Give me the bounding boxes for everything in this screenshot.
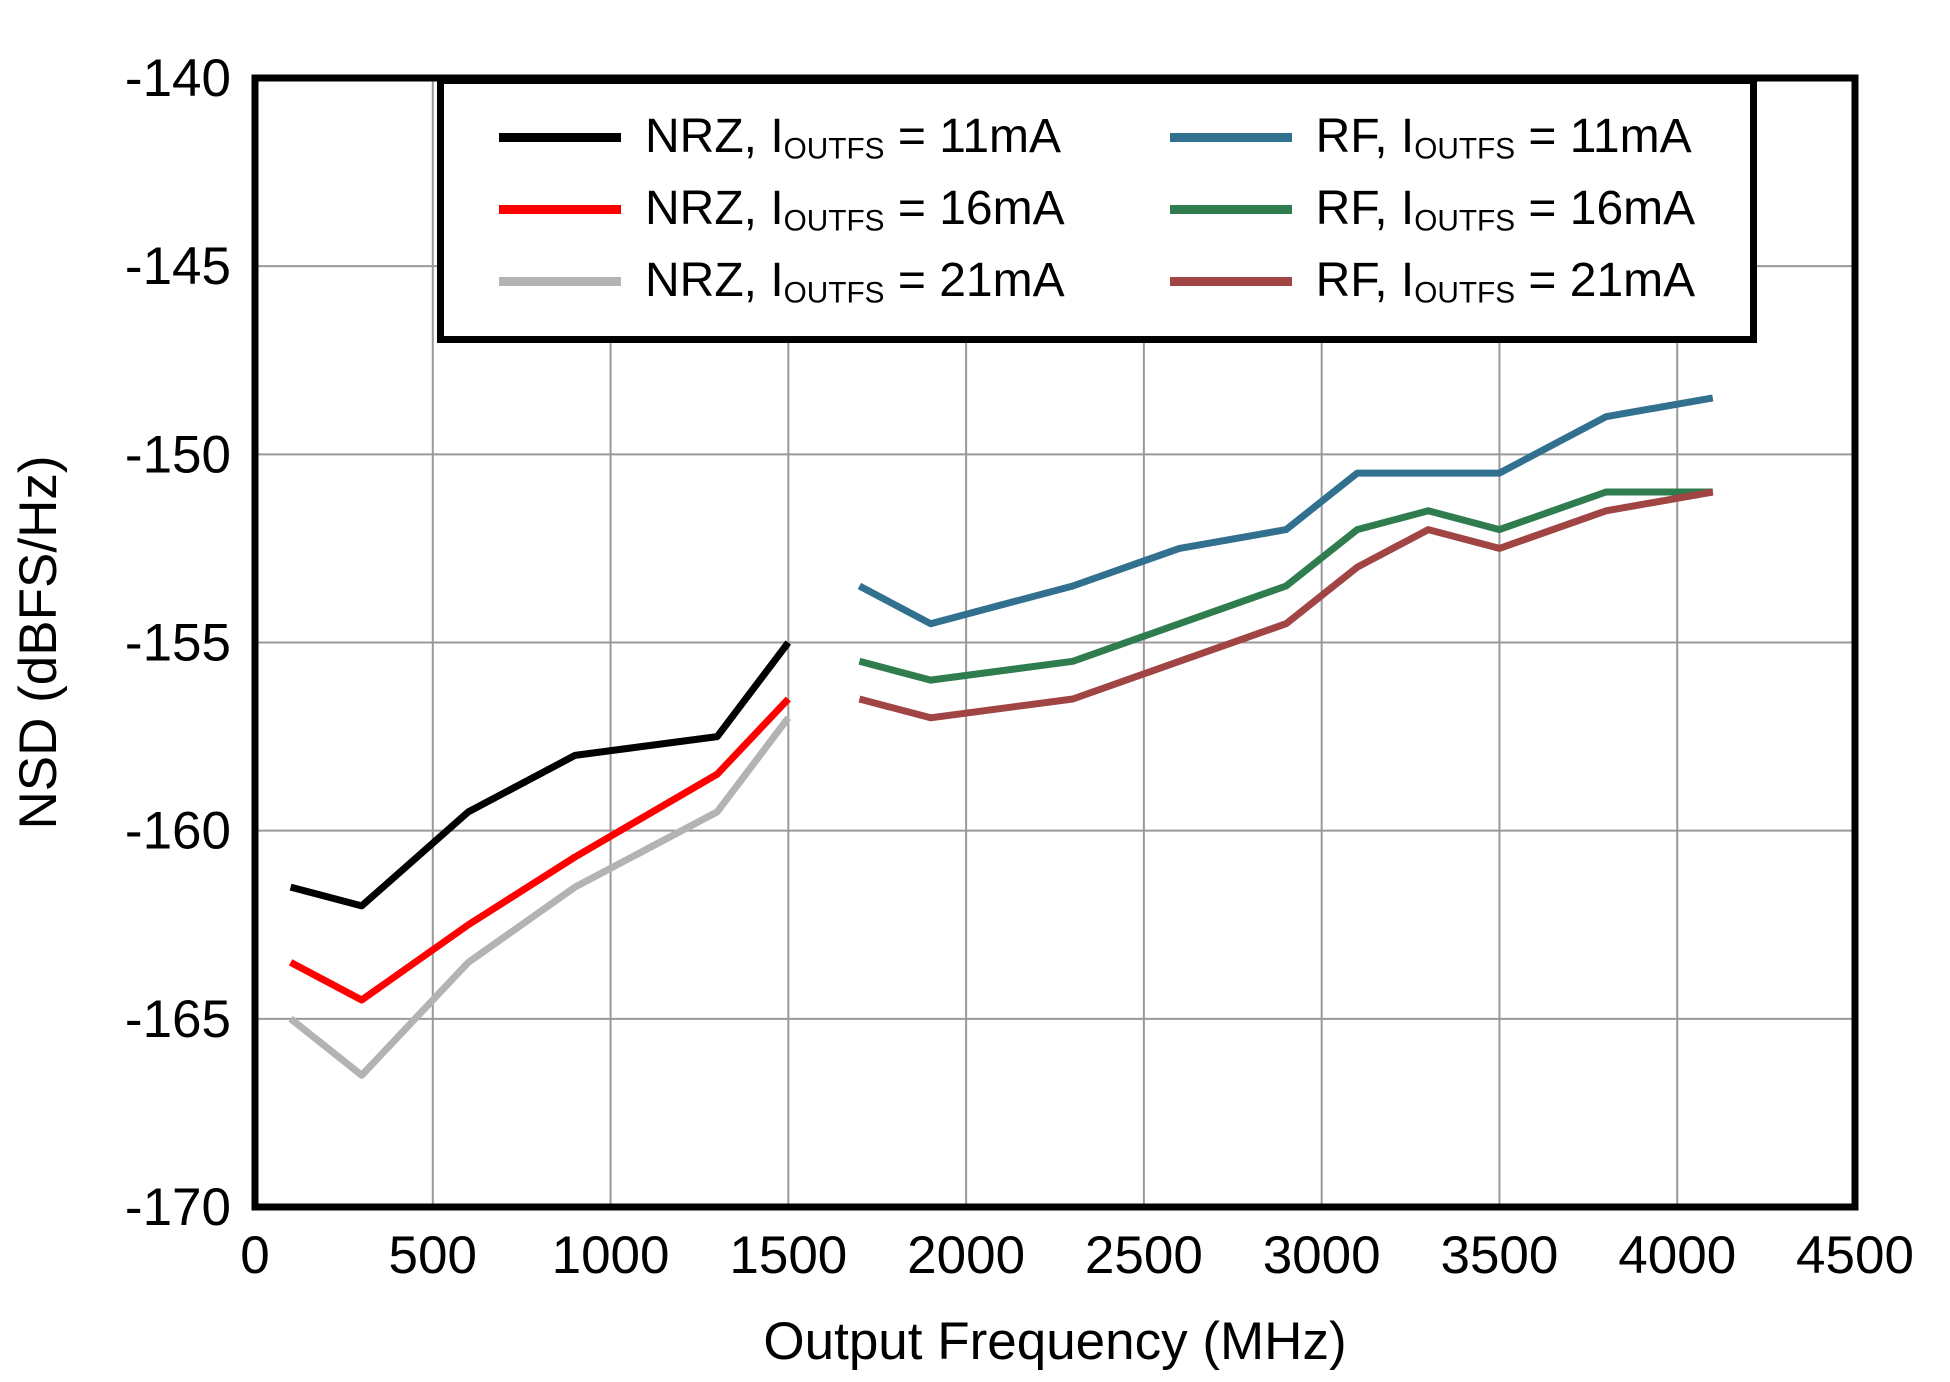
svg-text:2000: 2000 [907,1226,1025,1285]
legend-swatch-nrz-21ma [499,277,621,287]
legend-swatch-nrz-16ma [499,205,621,215]
svg-text:2500: 2500 [1085,1226,1203,1285]
svg-text:1500: 1500 [729,1226,847,1285]
svg-text:3000: 3000 [1263,1226,1381,1285]
legend-entry-nrz-11ma: NRZ, IOUTFS = 11mA [499,110,1065,166]
legend-entry-nrz-21ma: NRZ, IOUTFS = 21mA [499,254,1065,310]
legend-label-nrz-21ma: NRZ, IOUTFS = 21mA [645,253,1065,310]
legend-entry-nrz-16ma: NRZ, IOUTFS = 16mA [499,182,1065,238]
legend-entry-rf-11ma: RF, IOUTFS = 11mA [1169,110,1696,166]
svg-text:-150: -150 [125,425,231,484]
svg-text:0: 0 [240,1226,269,1285]
svg-text:-165: -165 [125,990,231,1049]
legend-entry-rf-16ma: RF, IOUTFS = 16mA [1169,181,1696,238]
svg-text:Output Frequency (MHz): Output Frequency (MHz) [763,1312,1346,1371]
svg-text:-155: -155 [125,614,231,673]
legend-swatch-rf-16ma [1169,205,1292,215]
svg-text:4000: 4000 [1618,1226,1736,1285]
legend-swatch-rf-11ma [1169,133,1292,143]
legend-label-nrz-11ma: NRZ, IOUTFS = 11mA [645,110,1062,166]
svg-text:500: 500 [389,1226,477,1285]
legend-swatch-nrz-11ma [499,133,621,143]
svg-text:4500: 4500 [1796,1226,1914,1285]
legend-label-rf-16ma: RF, IOUTFS = 16mA [1315,181,1696,238]
legend-label-rf-21ma: RF, IOUTFS = 21mA [1315,253,1696,310]
svg-text:1000: 1000 [552,1226,670,1285]
legend-swatch-rf-21ma [1169,277,1292,287]
svg-text:-170: -170 [125,1178,231,1237]
legend-entry-rf-21ma: RF, IOUTFS = 21mA [1169,253,1696,310]
svg-text:-140: -140 [125,49,231,108]
svg-text:3500: 3500 [1440,1226,1558,1285]
legend-label-rf-11ma: RF, IOUTFS = 11mA [1315,110,1692,166]
svg-text:NSD (dBFS/Hz): NSD (dBFS/Hz) [9,456,68,830]
svg-text:-145: -145 [125,237,231,296]
legend: NRZ, IOUTFS = 11mA NRZ, IOUTFS = 16mA NR… [437,77,1758,343]
svg-text:-160: -160 [125,802,231,861]
legend-label-nrz-16ma: NRZ, IOUTFS = 16mA [645,181,1065,238]
